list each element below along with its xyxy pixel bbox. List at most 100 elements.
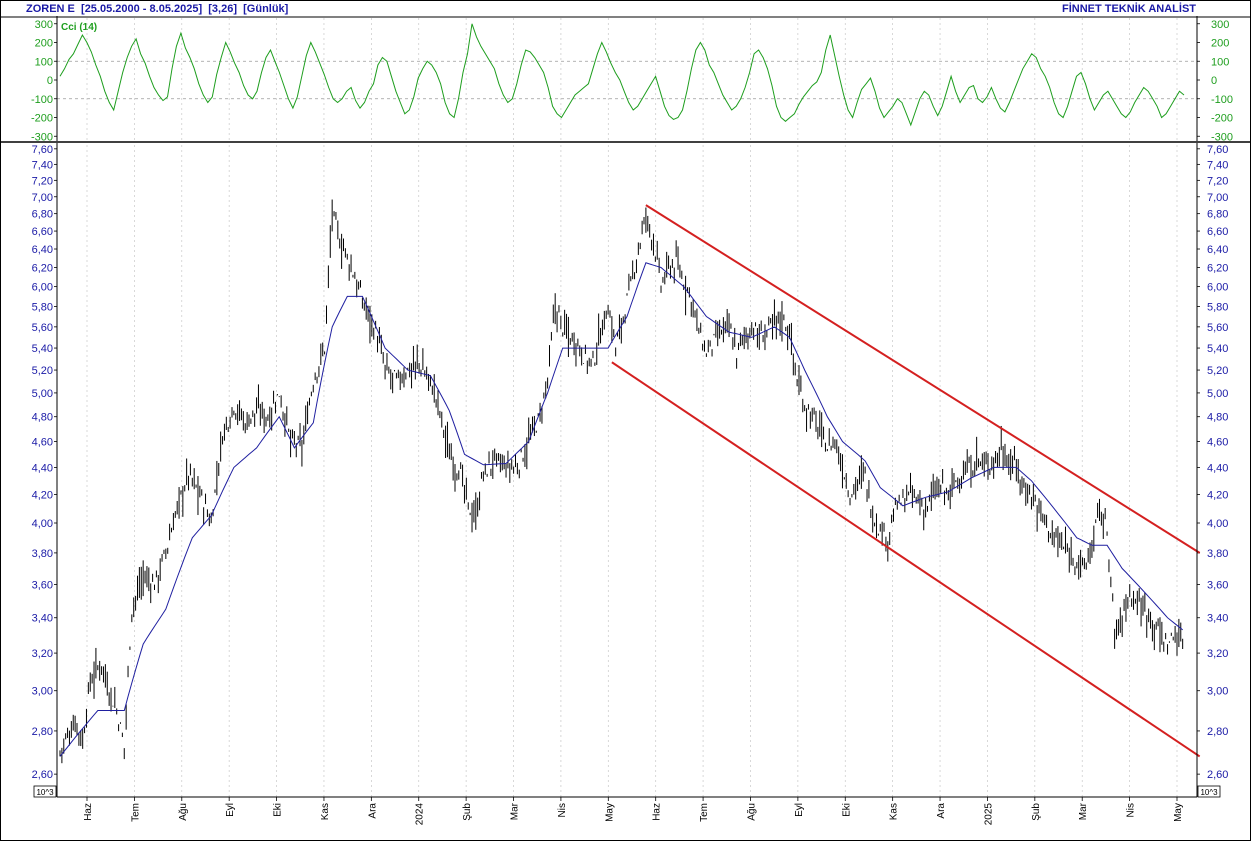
- x-tick-label: Tem: [699, 803, 710, 822]
- x-tick-label: 2025: [983, 803, 994, 826]
- x-tick-label: Ara: [367, 803, 378, 819]
- x-tick-label: Tem: [130, 803, 141, 822]
- cci-y-axis-left: 300 200 100 0 -100 -200 -300: [31, 19, 57, 143]
- x-tick-label: Mar: [510, 802, 521, 820]
- cci-tick-label: 200: [1211, 38, 1229, 50]
- price-tick-label: 7,40: [32, 159, 53, 171]
- price-tick-label: 7,20: [32, 175, 53, 187]
- cci-tick-label: -100: [31, 94, 53, 106]
- price-tick-label: 3,60: [32, 579, 53, 591]
- price-tick-label: 6,40: [32, 244, 53, 256]
- price-tick-label: 5,20: [32, 365, 53, 377]
- price-tick-label: 5,40: [1207, 343, 1228, 355]
- price-bars: [59, 199, 1184, 764]
- cci-tick-label: -300: [31, 131, 53, 143]
- cci-tick-label: 0: [1211, 75, 1217, 87]
- price-tick-label: 4,00: [1207, 518, 1228, 530]
- price-tick-label: 5,00: [1207, 388, 1228, 400]
- price-tick-label: 6,60: [1207, 226, 1228, 238]
- price-tick-label: 5,80: [1207, 301, 1228, 313]
- cci-y-axis-right: 300 200 100 0 -100 -200 -300: [1197, 19, 1233, 143]
- price-tick-label: 6,80: [32, 209, 53, 221]
- price-tick-label: 4,40: [1207, 462, 1228, 474]
- x-tick-label: Eyl: [225, 803, 236, 817]
- x-tick-label: May: [1173, 803, 1184, 822]
- date-range: [25.05.2000 - 8.05.2025]: [81, 3, 203, 15]
- price-tick-label: 7,20: [1207, 175, 1228, 187]
- period-label: [Günlük]: [243, 3, 289, 15]
- price-tick-label: 4,80: [1207, 412, 1228, 424]
- price-tick-label: 6,60: [32, 226, 53, 238]
- x-tick-label: Eki: [273, 803, 284, 817]
- price-tick-label: 3,40: [1207, 613, 1228, 625]
- cci-tick-label: 0: [47, 75, 53, 87]
- price-tick-label: 4,00: [32, 518, 53, 530]
- price-tick-label: 5,00: [32, 388, 53, 400]
- price-tick-label: 6,00: [1207, 282, 1228, 294]
- cci-tick-label: -200: [1211, 113, 1233, 125]
- price-tick-label: 5,60: [1207, 322, 1228, 334]
- price-tick-label: 7,40: [1207, 159, 1228, 171]
- trend-channel: [611, 204, 1201, 758]
- price-tick-label: 3,60: [1207, 579, 1228, 591]
- price-tick-label: 5,80: [32, 301, 53, 313]
- x-tick-label: Kas: [320, 803, 331, 820]
- moving-average-line: [59, 262, 1184, 757]
- price-tick-label: 7,60: [1207, 144, 1228, 156]
- x-tick-label: Mar: [1078, 802, 1089, 820]
- chart-header: ZOREN E [25.05.2000 - 8.05.2025] [3,26] …: [26, 3, 288, 15]
- cci-panel-title: Cci (14): [61, 22, 97, 33]
- price-tick-label: 7,00: [1207, 192, 1228, 204]
- price-tick-label: 3,20: [1207, 648, 1228, 660]
- price-tick-label: 3,00: [32, 686, 53, 698]
- x-tick-label: Şub: [1031, 803, 1042, 821]
- price-tick-label: 7,00: [32, 192, 53, 204]
- x-tick-label: Nis: [1126, 803, 1137, 817]
- price-y-axis-right: 7,60 7,40 7,20 7,00 6,80 6,60 6,40 6,20 6,00 5,80…: [1197, 144, 1228, 781]
- x-tick-label: Ara: [936, 803, 947, 819]
- price-tick-label: 3,00: [1207, 686, 1228, 698]
- scale-unit-label-left: 10^3: [36, 788, 54, 797]
- x-tick-label: Eyl: [794, 803, 805, 817]
- price-gridlines: [86, 145, 1178, 797]
- x-tick-label: Kas: [889, 803, 900, 820]
- price-tick-label: 3,20: [32, 648, 53, 660]
- scale-unit-label-right: 10^3: [1200, 788, 1218, 797]
- x-tick-label: May: [604, 803, 615, 822]
- x-tick-label: Ağu: [746, 803, 757, 821]
- price-tick-label: 5,40: [32, 343, 53, 355]
- price-tick-label: 7,60: [32, 144, 53, 156]
- x-tick-label: Haz: [652, 803, 663, 821]
- x-tick-label: 2024: [415, 803, 426, 826]
- channel-line-lower: [611, 361, 1201, 758]
- price-tick-label: 4,80: [32, 412, 53, 424]
- scale-unit-box-right: 10^3: [1197, 785, 1221, 798]
- brand-label: FİNNET TEKNİK ANALİST: [1061, 3, 1196, 15]
- channel-line-upper: [645, 204, 1201, 554]
- price-tick-label: 6,00: [32, 282, 53, 294]
- price-tick-label: 2,80: [32, 726, 53, 738]
- cci-tick-label: 200: [35, 38, 53, 50]
- price-tick-label: 2,60: [1207, 769, 1228, 781]
- x-axis: Haz Tem Ağu Eyl Eki Kas Ara 2024 Şub Mar Nis May Haz…: [83, 797, 1184, 825]
- price-tick-label: 6,20: [32, 263, 53, 275]
- price-tick-label: 3,40: [32, 613, 53, 625]
- cci-tick-label: 300: [1211, 19, 1229, 31]
- price-tick-label: 3,80: [32, 548, 53, 560]
- price-tick-label: 6,20: [1207, 263, 1228, 275]
- symbol-name: ZOREN E: [26, 3, 75, 15]
- cci-line: [59, 23, 1185, 127]
- cci-tick-label: 100: [1211, 56, 1229, 68]
- x-tick-label: Haz: [83, 803, 94, 821]
- moving-average-path: [59, 262, 1184, 757]
- cci-series: [59, 23, 1185, 127]
- x-tick-label: Ağu: [178, 803, 189, 821]
- price-tick-label: 5,20: [1207, 365, 1228, 377]
- price-tick-label: 6,80: [1207, 209, 1228, 221]
- cci-tick-label: -100: [1211, 94, 1233, 106]
- x-tick-label: Eki: [841, 803, 852, 817]
- price-tick-label: 4,20: [32, 490, 53, 502]
- price-tick-label: 2,80: [1207, 726, 1228, 738]
- price-tick-label: 6,40: [1207, 244, 1228, 256]
